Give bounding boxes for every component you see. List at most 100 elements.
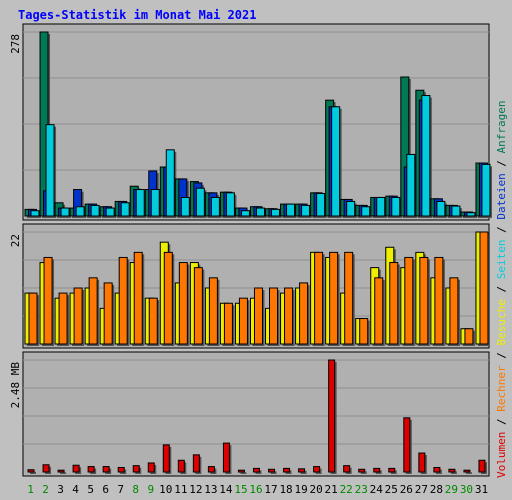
- bar-rechner-day-31: [479, 231, 489, 345]
- bar-rechner-day-22: [344, 251, 354, 345]
- bar-rechner-day-26: [404, 256, 414, 345]
- bar-volumen-day-9: [147, 462, 155, 473]
- x-tick-day-1: 1: [27, 483, 34, 496]
- chart-title: Tages-Statistik im Monat Mai 2021: [18, 8, 256, 22]
- bar-seiten-day-25: [391, 196, 401, 217]
- bar-seiten-day-28: [436, 200, 446, 217]
- x-tick-day-24: 24: [370, 483, 384, 496]
- visits-panel: [22, 223, 490, 349]
- bar-seiten-day-20: [316, 192, 326, 217]
- bar-volumen-day-3-shadow: [60, 472, 67, 474]
- x-tick-day-28: 28: [430, 483, 443, 496]
- bar-seiten-day-10: [165, 149, 175, 217]
- x-tick-day-22: 22: [340, 483, 353, 496]
- x-tick-day-23: 23: [355, 483, 368, 496]
- bar-rechner-day-30: [464, 328, 474, 345]
- bar-seiten-day-2: [45, 124, 55, 217]
- visits-y-max-label: 22: [9, 234, 22, 247]
- bar-rechner-day-20: [314, 251, 324, 345]
- x-tick-day-7: 7: [117, 483, 124, 496]
- bar-rechner-day-23: [359, 318, 369, 345]
- x-tick-day-9: 9: [147, 483, 154, 496]
- bar-seiten-day-5: [90, 204, 100, 217]
- bar-rechner-day-18: [284, 287, 294, 345]
- volume-panel: [22, 351, 490, 477]
- x-tick-day-25: 25: [385, 483, 398, 496]
- x-tick-day-3: 3: [57, 483, 64, 496]
- x-tick-day-31: 31: [475, 483, 488, 496]
- bar-volumen-day-1: [27, 469, 35, 473]
- bar-rechner-day-29: [449, 277, 459, 345]
- bar-volumen-day-11: [177, 459, 185, 473]
- bar-volumen-day-14: [222, 442, 230, 473]
- bar-volumen-day-23-shadow: [360, 471, 367, 474]
- x-tick-day-26: 26: [400, 483, 413, 496]
- bar-volumen-day-15: [237, 469, 245, 473]
- x-tick-day-14: 14: [219, 483, 233, 496]
- legend-volumen: Volumen: [495, 432, 508, 478]
- bar-rechner-day-8: [133, 251, 143, 345]
- bar-volumen-day-6: [102, 466, 110, 473]
- bar-rechner-day-7: [118, 256, 128, 345]
- legend-seiten: Seiten: [495, 240, 508, 280]
- legend-rechner: Rechner: [495, 365, 508, 412]
- bar-volumen-day-22: [343, 465, 351, 473]
- legend-besuche: Besuche: [495, 299, 508, 345]
- bar-volumen-day-23: [358, 468, 366, 473]
- bar-volumen-day-17-shadow: [270, 471, 277, 474]
- bar-rechner-day-9: [148, 297, 158, 345]
- bar-volumen-day-1-shadow: [30, 471, 36, 474]
- bar-volumen-day-15-shadow: [240, 472, 247, 474]
- bar-seiten-day-23: [361, 206, 371, 217]
- x-tick-day-19: 19: [294, 483, 307, 496]
- legend-separator: /: [495, 220, 508, 240]
- bar-seiten-day-1: [30, 210, 40, 217]
- x-tick-day-29: 29: [445, 483, 458, 496]
- bar-volumen-day-3: [57, 469, 65, 473]
- requests-panel: [22, 23, 492, 221]
- bar-rechner-day-19: [299, 282, 309, 345]
- bar-volumen-day-27: [418, 452, 426, 473]
- x-tick-day-4: 4: [72, 483, 79, 496]
- legend-separator: /: [495, 279, 508, 299]
- bar-rechner-day-12: [193, 267, 203, 345]
- bar-rechner-day-10: [163, 251, 173, 345]
- bar-seiten-day-19: [301, 204, 311, 217]
- bar-volumen-day-5: [87, 466, 95, 473]
- bar-volumen-day-29: [448, 468, 456, 473]
- bar-rechner-day-5: [88, 277, 98, 345]
- bar-rechner-day-4: [73, 287, 83, 345]
- legend: Volumen / Rechner / Besuche / Seiten / D…: [495, 100, 508, 478]
- bar-seiten-day-29: [451, 205, 461, 217]
- bar-rechner-day-27: [419, 256, 429, 345]
- bar-seiten-day-17: [271, 208, 281, 217]
- x-tick-day-11: 11: [174, 483, 187, 496]
- bar-seiten-day-8: [135, 189, 145, 217]
- bar-volumen-day-25: [388, 467, 396, 473]
- bar-rechner-day-3: [58, 292, 68, 345]
- bar-rechner-day-24: [374, 277, 384, 345]
- bar-volumen-day-31: [478, 459, 486, 473]
- x-tick-day-30: 30: [460, 483, 473, 496]
- x-tick-day-8: 8: [132, 483, 139, 496]
- legend-anfragen: Anfragen: [495, 100, 508, 153]
- bar-volumen-day-28: [433, 466, 441, 473]
- bar-seiten-day-21: [331, 106, 341, 217]
- bar-rechner-day-15: [238, 297, 248, 345]
- bar-seiten-day-12: [195, 187, 205, 217]
- x-tick-day-13: 13: [204, 483, 217, 496]
- bar-seiten-day-18: [286, 203, 296, 217]
- bar-volumen-day-24: [373, 467, 381, 473]
- bar-seiten-day-31: [481, 163, 491, 217]
- bar-seiten-day-11: [180, 196, 190, 217]
- x-tick-day-18: 18: [279, 483, 292, 496]
- x-tick-day-2: 2: [42, 483, 49, 496]
- x-tick-day-21: 21: [325, 483, 338, 496]
- bar-seiten-day-16: [255, 207, 265, 217]
- bar-seiten-day-9: [150, 189, 160, 217]
- x-tick-day-17: 17: [264, 483, 277, 496]
- bar-rechner-day-25: [389, 262, 399, 345]
- x-tick-day-6: 6: [102, 483, 109, 496]
- bar-seiten-day-26: [406, 153, 416, 217]
